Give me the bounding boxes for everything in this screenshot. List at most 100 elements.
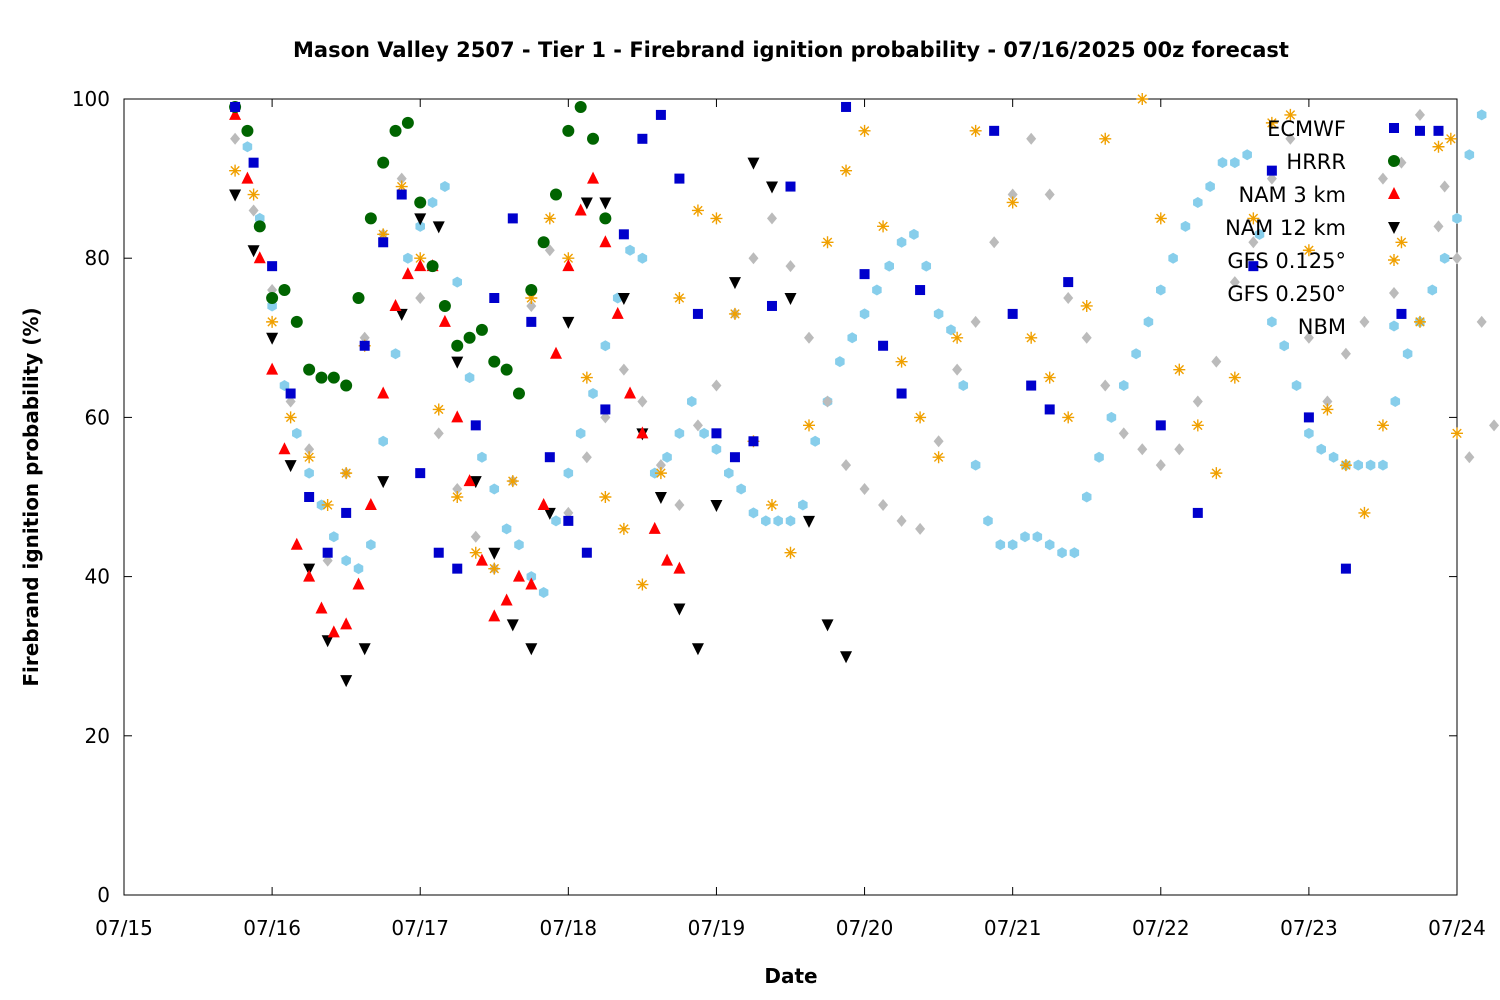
x-tick-label: 07/21	[984, 916, 1042, 940]
data-point	[711, 443, 722, 455]
legend-label: NAM 3 km	[1238, 183, 1346, 207]
data-point	[1173, 363, 1186, 376]
data-point	[1464, 451, 1475, 464]
data-point	[452, 483, 463, 496]
data-point	[403, 252, 413, 264]
data-point	[1476, 315, 1487, 328]
data-point	[1106, 411, 1117, 423]
data-point	[525, 643, 538, 656]
data-point	[1193, 196, 1203, 208]
data-point	[1247, 212, 1260, 225]
data-point	[359, 340, 370, 351]
data-point	[341, 507, 352, 518]
data-point	[438, 314, 451, 327]
data-point	[477, 451, 487, 463]
legend-label: ECMWF	[1267, 117, 1346, 141]
data-point	[285, 388, 296, 399]
data-point	[581, 547, 592, 558]
data-point	[1069, 547, 1080, 559]
data-point	[433, 547, 444, 558]
data-point	[433, 427, 444, 440]
data-point	[358, 643, 371, 656]
data-point	[1248, 236, 1259, 249]
data-point	[1316, 443, 1326, 455]
data-point	[673, 603, 686, 616]
x-tick-label: 07/22	[1132, 916, 1190, 940]
data-point	[267, 261, 278, 272]
data-point	[766, 300, 777, 311]
data-point	[674, 427, 685, 439]
data-point	[798, 499, 808, 511]
data-point	[575, 427, 586, 439]
data-point	[859, 483, 870, 496]
data-point	[673, 292, 686, 304]
legend-label: GFS 0.250°	[1227, 282, 1346, 306]
data-point	[1143, 316, 1154, 328]
data-point	[1427, 284, 1438, 296]
data-point	[364, 497, 377, 510]
data-point	[1476, 109, 1487, 121]
data-point	[674, 498, 685, 511]
data-point	[470, 530, 481, 543]
data-point	[1433, 220, 1444, 233]
data-point	[989, 125, 1000, 136]
data-point	[488, 547, 501, 560]
data-point	[463, 331, 476, 344]
data-point	[587, 132, 600, 145]
data-point	[321, 498, 334, 511]
data-point	[1063, 292, 1074, 304]
data-point	[1340, 347, 1351, 360]
data-point	[451, 339, 464, 352]
data-point	[432, 403, 445, 416]
data-point	[618, 229, 629, 240]
data-point	[1081, 331, 1092, 344]
data-point	[655, 109, 666, 120]
data-point	[229, 164, 242, 177]
data-point	[248, 204, 259, 217]
data-point	[617, 522, 630, 535]
plot-frame	[123, 98, 1458, 896]
data-point	[1026, 380, 1037, 391]
data-point	[636, 426, 649, 439]
data-point	[463, 474, 476, 487]
data-point	[1026, 132, 1037, 145]
data-point	[1242, 149, 1252, 161]
data-point	[377, 476, 390, 489]
data-point	[580, 371, 593, 384]
data-point	[655, 459, 666, 472]
data-point	[1358, 506, 1371, 519]
data-point	[1414, 108, 1425, 121]
data-point	[1304, 427, 1314, 439]
data-point	[469, 546, 482, 559]
data-point	[1439, 180, 1450, 193]
data-point	[377, 386, 390, 399]
data-point	[506, 619, 519, 632]
data-point	[1155, 420, 1166, 431]
data-point	[230, 101, 241, 112]
data-point	[230, 132, 241, 145]
data-point	[543, 507, 556, 520]
data-point	[329, 531, 339, 543]
data-point	[946, 324, 956, 336]
data-point	[266, 332, 279, 345]
data-point	[1414, 125, 1425, 136]
data-point	[895, 355, 908, 368]
data-point	[390, 348, 401, 360]
data-point	[1359, 315, 1370, 328]
x-tick-label: 07/17	[391, 916, 449, 940]
data-point	[241, 171, 254, 184]
data-point	[500, 363, 513, 376]
data-point	[729, 452, 740, 463]
data-point	[933, 308, 944, 320]
data-point	[1180, 220, 1191, 232]
data-point	[1137, 443, 1148, 456]
data-point	[378, 435, 388, 447]
data-point	[921, 260, 932, 272]
data-point	[785, 515, 796, 527]
series-gfs-0-250	[230, 108, 1500, 575]
data-point	[1229, 276, 1240, 289]
data-point	[1376, 419, 1389, 432]
data-point	[475, 553, 488, 566]
data-point	[896, 514, 907, 527]
data-point	[1081, 491, 1092, 503]
